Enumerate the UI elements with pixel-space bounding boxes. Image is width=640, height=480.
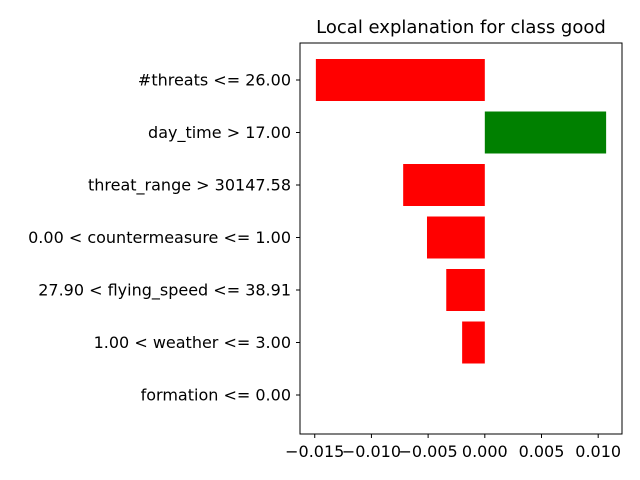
- bar-2: [403, 164, 485, 206]
- plot-frame: [299, 42, 623, 435]
- x-tick-label-4: 0.005: [519, 442, 565, 461]
- y-tick-label-1: day_time > 17.00: [148, 123, 291, 143]
- bar-0: [315, 59, 485, 101]
- x-tick-label-2: −0.005: [399, 442, 458, 461]
- x-tick-label-0: −0.015: [285, 442, 344, 461]
- bar-3: [426, 216, 485, 259]
- y-tick-labels: #threats <= 26.00 day_time > 17.00 threat_…: [28, 71, 300, 405]
- y-tick-label-2: threat_range > 30147.58: [88, 176, 291, 196]
- y-tick-label-6: formation <= 0.00: [141, 386, 291, 405]
- x-tick-label-3: 0.000: [462, 442, 508, 461]
- x-axis: −0.015−0.010−0.005 0.000 0.005 0.010: [285, 434, 621, 461]
- x-tick-label-5: 0.010: [575, 442, 621, 461]
- y-tick-label-5: 1.00 < weather <= 3.00: [94, 333, 291, 352]
- y-tick-label-4: 27.90 < flying_speed <= 38.91: [38, 281, 291, 301]
- bar-5: [462, 321, 485, 364]
- bar-1: [484, 111, 607, 154]
- bar-4: [446, 269, 485, 311]
- x-tick-label-1: −0.010: [342, 442, 401, 461]
- bars-group: [315, 59, 607, 364]
- chart-title: Local explanation for class good: [316, 17, 606, 38]
- y-tick-label-3: 0.00 < countermeasure <= 1.00: [28, 228, 291, 247]
- y-tick-label-0: #threats <= 26.00: [138, 71, 291, 90]
